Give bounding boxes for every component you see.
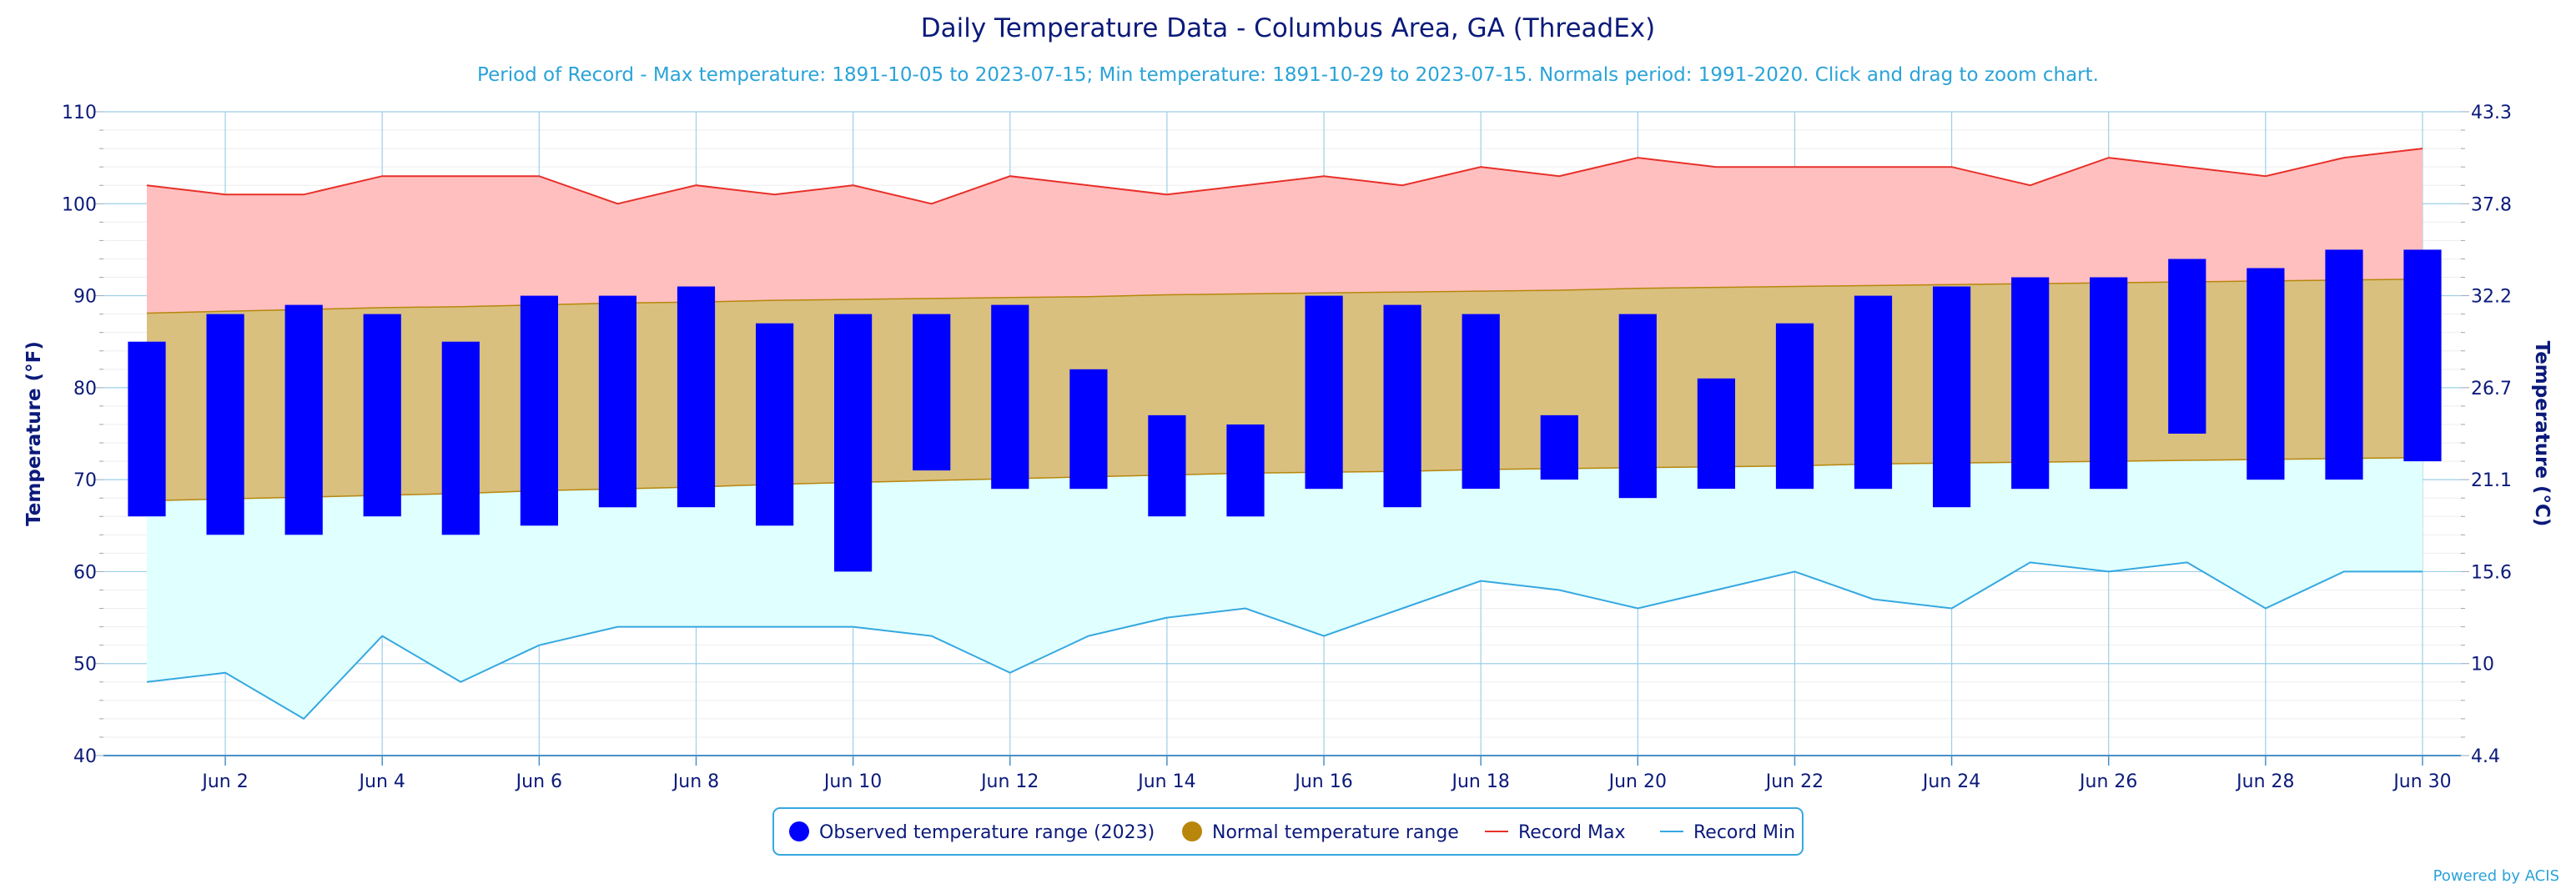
observed-bar — [441, 341, 480, 535]
x-tick-label: Jun 30 — [2392, 771, 2451, 792]
observed-bar — [2090, 277, 2128, 490]
y-tick-label-left: 90 — [73, 287, 97, 308]
normal-range-area — [147, 279, 2423, 501]
y-tick-label-right: 43.3 — [2471, 103, 2512, 123]
y-tick-label-right: 21.1 — [2471, 470, 2512, 491]
observed-bar — [1462, 314, 1500, 490]
x-tick-label: Jun 8 — [672, 771, 719, 792]
y-axis-right-ticks: 4.4 10 15.6 21.1 26.7 32.2 37.8 43.3 — [2471, 103, 2512, 767]
y-tick-label-right: 32.2 — [2471, 287, 2512, 308]
legend-label: Record Max — [1518, 822, 1626, 843]
observed-bar — [1226, 424, 1265, 517]
y-axis-right-label: Temperature (°C) — [2531, 341, 2553, 527]
observed-bar — [1540, 414, 1578, 480]
observed-bar — [128, 341, 166, 517]
x-tick-label: Jun 10 — [823, 771, 882, 792]
x-tick-label: Jun 26 — [2078, 771, 2137, 792]
observed-bar — [991, 304, 1029, 490]
chart-subtitle: Period of Record - Max temperature: 1891… — [477, 64, 2099, 86]
observed-bar — [2325, 249, 2363, 480]
observed-bar — [1069, 369, 1108, 490]
axes — [95, 111, 2469, 766]
legend-item-observed: Observed temperature range (2023) — [789, 821, 1155, 843]
legend-marker — [789, 821, 809, 841]
legend-item-normal: Normal temperature range — [1182, 821, 1459, 843]
y-tick-label-right: 37.8 — [2471, 194, 2512, 215]
credits-link[interactable]: Powered by ACIS — [2433, 867, 2559, 885]
observed-bar — [1148, 414, 1186, 517]
observed-bar — [284, 304, 323, 535]
observed-bar — [834, 314, 873, 572]
x-tick-label: Jun 14 — [1136, 771, 1195, 792]
x-tick-label: Jun 22 — [1764, 771, 1824, 792]
observed-bar — [2011, 277, 2050, 490]
legend-item-record-max: Record Max — [1485, 822, 1626, 843]
observed-bar — [1697, 378, 1735, 490]
area-fills — [147, 148, 2423, 719]
y-tick-label-right: 4.4 — [2471, 746, 2500, 767]
observed-bar — [677, 286, 716, 508]
observed-bar — [913, 314, 951, 471]
y-tick-label-left: 40 — [73, 746, 97, 767]
observed-bar — [363, 314, 401, 517]
legend-item-record-min: Record Min — [1660, 822, 1795, 843]
x-tick-label: Jun 4 — [358, 771, 405, 792]
y-axis-left-ticks: 40 50 60 70 80 90 100 110 — [62, 103, 97, 767]
x-tick-label: Jun 6 — [515, 771, 562, 792]
observed-bar — [1854, 295, 1893, 490]
y-tick-label-left: 50 — [73, 655, 97, 676]
record-min-line — [146, 561, 2423, 721]
y-tick-label-right: 10 — [2471, 655, 2494, 676]
observed-bar — [206, 314, 244, 535]
observed-bar — [2246, 268, 2285, 480]
legend-box — [772, 807, 1804, 856]
observed-bar — [1933, 286, 1971, 508]
observed-bar — [520, 295, 558, 526]
observed-bar — [1618, 314, 1657, 499]
observed-bar — [1305, 295, 1343, 490]
y-tick-label-left: 110 — [62, 103, 97, 123]
legend-label: Normal temperature range — [1212, 822, 1459, 843]
observed-bar — [1775, 323, 1814, 490]
x-tick-label: Jun 18 — [1450, 771, 1509, 792]
x-axis-ticks: Jun 2 Jun 4 Jun 6 Jun 8 Jun 10 Jun 12 Jun 14 Ju… — [200, 771, 2451, 792]
y-tick-label-left: 100 — [62, 194, 97, 215]
y-tick-label-right: 15.6 — [2471, 562, 2512, 583]
observed-bar — [2168, 259, 2206, 434]
observed-bar — [1383, 304, 1421, 508]
x-tick-label: Jun 2 — [200, 771, 248, 792]
observed-bar — [598, 295, 636, 508]
observed-bar — [756, 323, 794, 526]
x-tick-label: Jun 20 — [1607, 771, 1667, 792]
legend: Observed temperature range (2023) Normal … — [772, 807, 1804, 856]
y-tick-label-right: 26.7 — [2471, 379, 2512, 399]
legend-label: Observed temperature range (2023) — [819, 822, 1155, 843]
observed-bar — [2403, 249, 2442, 462]
y-tick-label-left: 80 — [73, 379, 97, 399]
x-tick-label: Jun 24 — [1921, 771, 1980, 792]
observed-bars — [128, 249, 2442, 572]
y-axis-left-label: Temperature (°F) — [23, 341, 45, 526]
record-max-area — [147, 148, 2423, 314]
x-tick-label: Jun 12 — [979, 771, 1039, 792]
legend-label: Record Min — [1693, 822, 1795, 843]
chart-title: Daily Temperature Data - Columbus Area, … — [921, 13, 1655, 43]
y-tick-label-left: 70 — [73, 470, 97, 491]
x-tick-label: Jun 28 — [2235, 771, 2294, 792]
record-min-area — [147, 457, 2423, 719]
x-tick-label: Jun 16 — [1293, 771, 1352, 792]
record-max-line — [146, 148, 2423, 205]
y-tick-label-left: 60 — [73, 562, 97, 583]
legend-marker — [1182, 821, 1202, 841]
